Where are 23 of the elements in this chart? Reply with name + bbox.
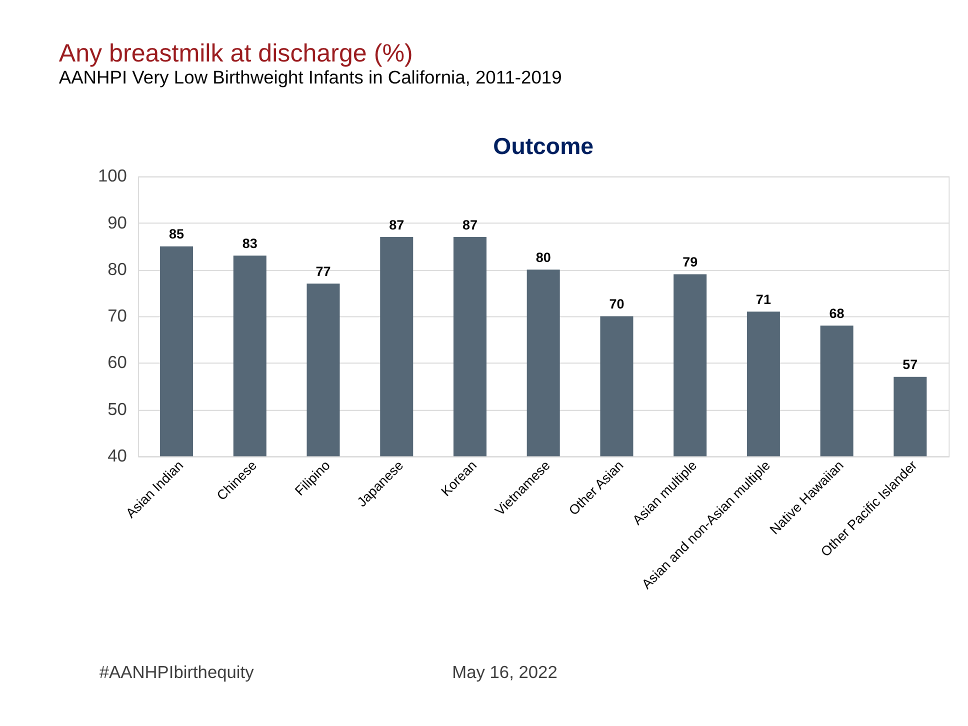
y-tick-label: 40 [108,446,127,466]
data-label: 80 [536,250,551,265]
text: #AANHPIbirthequity [99,662,254,682]
data-label: 77 [316,264,331,279]
y-tick-label: 100 [98,166,127,186]
data-label: 83 [242,236,258,251]
chart-title: Any breastmilk at discharge (%) [58,40,413,68]
data-label: 79 [682,254,698,270]
text: May 16, 2022 [452,662,558,682]
text: Outcome [493,133,594,160]
data-label: 87 [389,217,404,232]
data-label: 70 [609,296,624,312]
data-label: 68 [829,306,845,321]
data-label: 71 [756,292,772,307]
y-tick-label: 90 [108,212,127,232]
y-tick-label: 70 [108,306,127,326]
chart-subtitle: AANHPI Very Low Birthweight Infants in California, 2011-2019 [58,66,562,88]
data-label: 57 [902,357,918,372]
y-tick-label: 80 [108,258,127,279]
y-tick-label: 50 [108,398,127,419]
y-tick-label: 60 [108,352,127,372]
data-label: 87 [462,217,478,232]
data-label: 85 [169,226,185,242]
